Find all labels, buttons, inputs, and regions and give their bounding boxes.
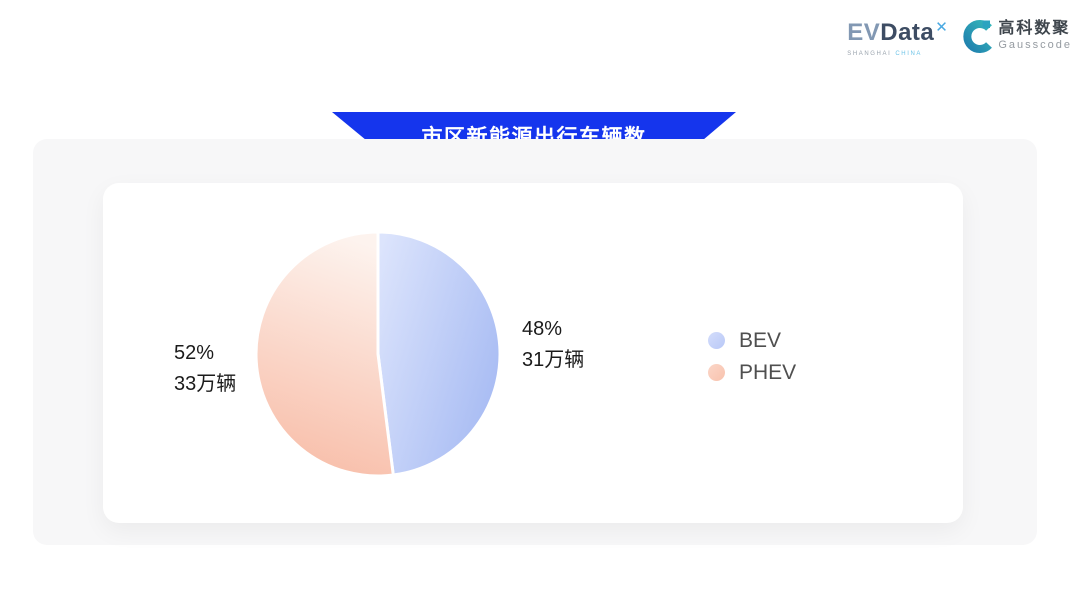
pie-slice-phev[interactable] (254, 230, 395, 478)
legend-dot-phev-icon (708, 364, 725, 381)
evdata-wordmark-ev: EV (847, 19, 881, 46)
gausscode-name-cn: 高科数聚 (998, 20, 1071, 37)
pie-label-phev-percent: 52% (174, 342, 215, 364)
legend-item-phev[interactable]: PHEV (708, 362, 796, 383)
legend: BEV PHEV (708, 330, 796, 383)
gausscode-text: 高科数聚 Gausscode (998, 20, 1072, 52)
legend-label-phev: PHEV (739, 361, 797, 384)
evdata-tagline-china: CHINA (895, 51, 923, 57)
evdata-tagline-shanghai: SHANGHAI (847, 51, 892, 57)
gausscode-logo: 高科数聚 Gausscode (960, 18, 1072, 54)
evdata-tagline: SHANGHAI CHINA (847, 51, 922, 57)
gausscode-g-icon (963, 20, 993, 53)
evdata-wordmark: EVData✕ (847, 19, 949, 48)
legend-item-bev[interactable]: BEV (708, 330, 796, 351)
pie-label-bev-value: 31万辆 (522, 349, 585, 371)
pie-label-bev: 48% 31万辆 (522, 314, 584, 376)
legend-label-bev: BEV (739, 329, 782, 352)
legend-dot-bev-icon (708, 332, 725, 349)
pie-label-bev-percent: 48% (522, 318, 563, 340)
pie-chart (254, 230, 502, 478)
brand-bar: EVData✕ SHANGHAI CHINA 高科数聚 Gausscode (847, 18, 1072, 57)
evdata-wordmark-data: Data (880, 19, 935, 46)
gausscode-name-en: Gausscode (998, 39, 1072, 51)
pie-label-phev: 52% 33万辆 (174, 338, 236, 400)
evdata-logo: EVData✕ SHANGHAI CHINA (847, 18, 948, 57)
pie-slice-bev[interactable] (376, 230, 502, 477)
evdata-x-icon: ✕ (935, 19, 949, 36)
pie-label-phev-value: 33万辆 (174, 373, 237, 395)
chart-card (103, 183, 963, 523)
